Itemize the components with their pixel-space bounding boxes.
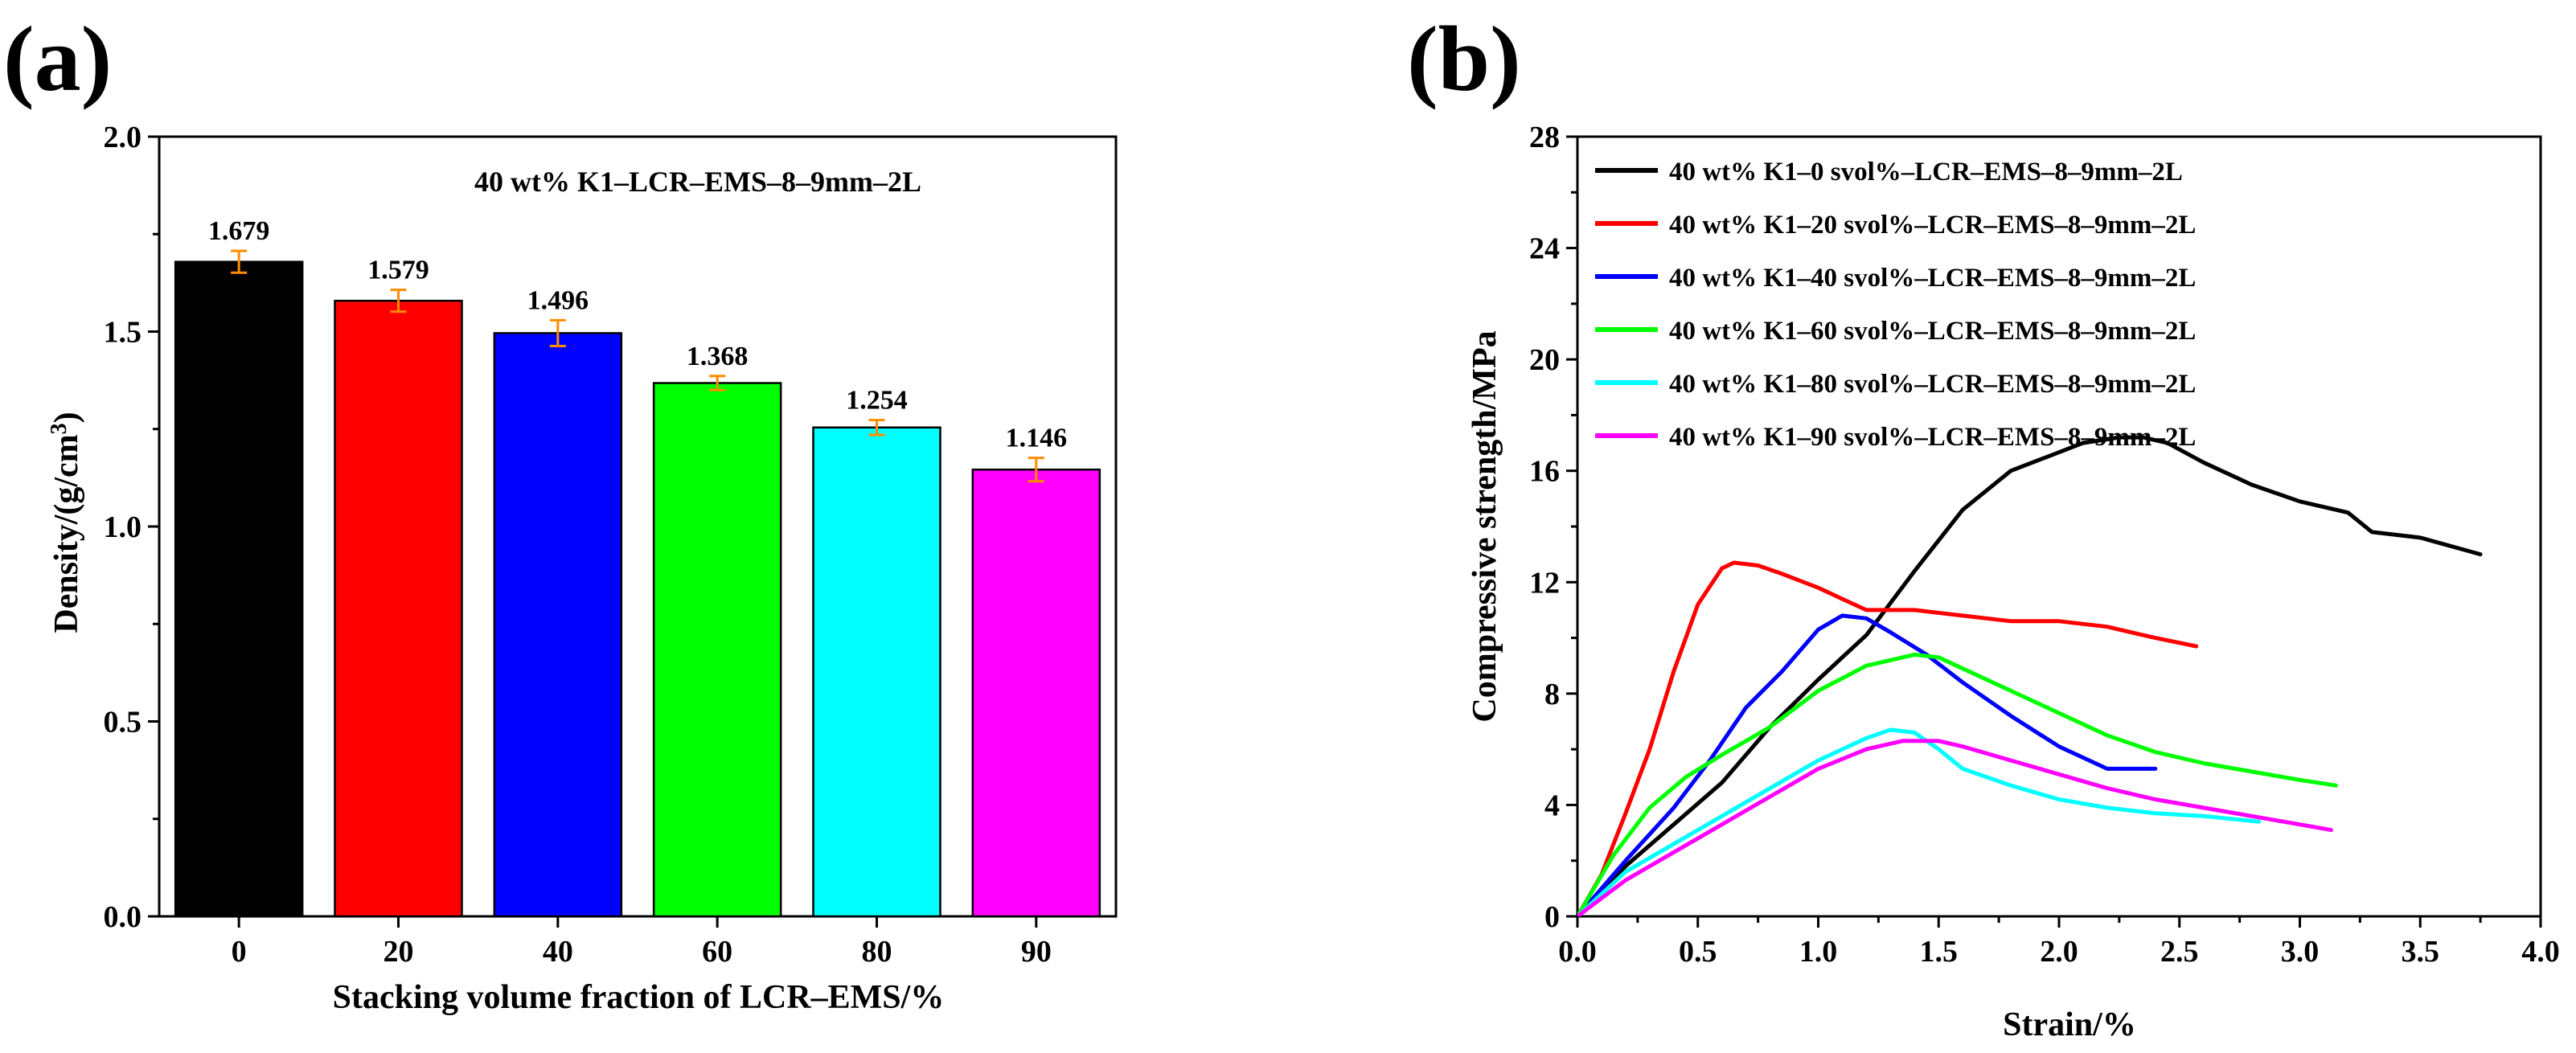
bar-value-label: 1.146 (1006, 424, 1068, 453)
series-line-5 (1577, 739, 2333, 916)
chart-b-ylabel: Compressive strength/MPa (1466, 330, 1503, 722)
panel-b-label: (b) (1407, 8, 1521, 111)
bar-60 (652, 382, 782, 918)
bar-value-label: 1.368 (687, 342, 749, 371)
chart-a-ytick-label: 1.5 (104, 316, 142, 350)
bar-value-label: 1.254 (846, 386, 908, 416)
chart-b-xlabel: Strain/% (2003, 1006, 2136, 1043)
chart-a-ylabel-main: Density/(g/cm (48, 434, 85, 633)
chart-a-ylabel-end: ) (48, 412, 85, 423)
chart-b-xtick-label: 2.5 (2160, 935, 2199, 969)
chart-a-xtick-label: 60 (702, 935, 732, 969)
bar-value-label: 1.579 (367, 256, 429, 285)
chart-a-xtick-label: 40 (543, 935, 573, 969)
bar-80 (812, 426, 941, 918)
chart-b-ytick-label: 4 (1544, 789, 1560, 822)
series-line-2 (1577, 613, 2158, 916)
chart-b-ytick-label: 0 (1544, 900, 1560, 934)
chart-a-title: 40 wt% K1–LCR–EMS–8–9mm–2L (474, 166, 921, 198)
legend-label-0: 40 wt% K1–0 svol%–LCR–EMS–8–9mm–2L (1669, 158, 2183, 186)
bar-value-label: 1.679 (208, 216, 270, 246)
bar-20 (334, 299, 463, 918)
chart-a-xlabel: Stacking volume fraction of LCR–EMS/% (333, 979, 945, 1016)
chart-b-xtick-label: 4.0 (2521, 935, 2560, 969)
panel-a-label: (a) (3, 8, 112, 111)
chart-a-ylabel: Density/(g/cm3) (47, 412, 85, 633)
chart-b-xtick-label: 0.0 (1558, 935, 1597, 969)
legend-label-4: 40 wt% K1–80 svol%–LCR–EMS–8–9mm–2L (1669, 370, 2196, 399)
chart-b-ytick-label: 8 (1544, 678, 1560, 711)
chart-a-xtick-label: 90 (1021, 935, 1052, 969)
chart-b-xtick-label: 2.0 (2040, 935, 2078, 969)
legend-label-3: 40 wt% K1–60 svol%–LCR–EMS–8–9mm–2L (1669, 317, 2196, 346)
bar-0 (174, 260, 304, 918)
chart-a-ytick-label: 0.5 (104, 706, 142, 740)
chart-b-ytick-label: 20 (1529, 343, 1560, 377)
bar-90 (971, 468, 1101, 918)
chart-b-xtick-label: 3.0 (2281, 935, 2320, 969)
chart-a-xtick-label: 80 (862, 935, 892, 969)
series-line-1 (1577, 560, 2199, 916)
chart-b-xtick-label: 1.5 (1920, 935, 1959, 969)
chart-b-ytick-label: 24 (1529, 232, 1560, 266)
chart-b-xtick-label: 1.0 (1799, 935, 1838, 969)
legend-label-2: 40 wt% K1–40 svol%–LCR–EMS–8–9mm–2L (1669, 264, 2196, 293)
chart-a-ylabel-sup: 3 (47, 423, 72, 434)
chart-a-xtick-label: 0 (232, 935, 247, 969)
chart-a-ytick-label: 1.0 (104, 510, 142, 544)
series-line-4 (1577, 727, 2262, 916)
chart-b-ytick-label: 12 (1529, 566, 1560, 600)
compressive-strength-line-chart: 0 4 8 12 16 20 24 28 0.0 0.5 1.0 1.5 2.0 2.5 3.0 3.5 4.0… (1529, 121, 2560, 969)
bar-value-label: 1.496 (527, 285, 589, 315)
bar-40 (493, 332, 623, 918)
chart-b-xtick-label: 3.5 (2402, 935, 2440, 969)
series-line-3 (1577, 652, 2338, 916)
chart-b-ytick-label: 28 (1529, 121, 1560, 154)
chart-b-xtick-label: 0.5 (1679, 935, 1717, 969)
series-line-0 (1577, 435, 2483, 916)
chart-b-ytick-label: 16 (1529, 455, 1560, 489)
chart-a-ytick-label: 0.0 (104, 900, 142, 934)
density-bar-chart: 0.0 0.5 1.0 1.5 2.0 1.679 0 1.579 20 1.496 40 1.368… (104, 121, 1118, 969)
chart-a-ytick-label: 2.0 (104, 121, 142, 154)
chart-a-xtick-label: 20 (384, 935, 414, 969)
legend-label-1: 40 wt% K1–20 svol%–LCR–EMS–8–9mm–2L (1669, 211, 2196, 240)
legend-label-5: 40 wt% K1–90 svol%–LCR–EMS–8–9mm–2L (1669, 423, 2196, 452)
